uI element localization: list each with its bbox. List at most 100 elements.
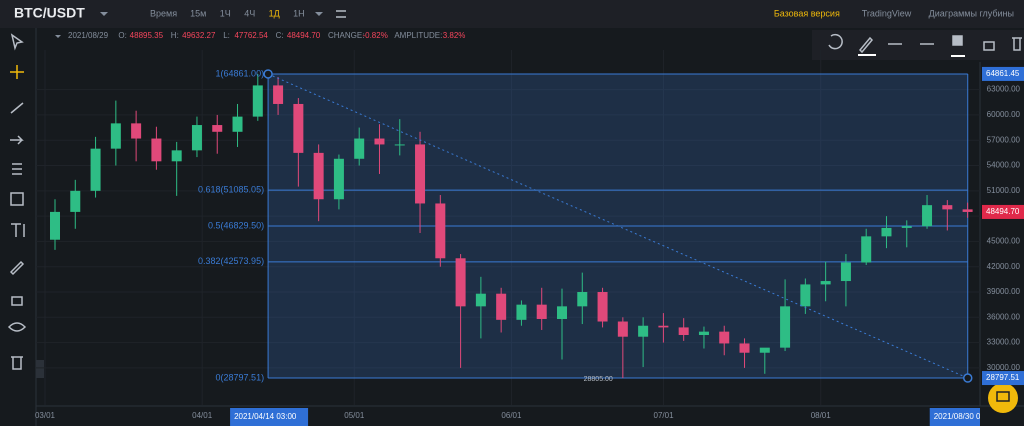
price-tag [982,371,1024,386]
candle-body [131,123,142,139]
x-tick-label: 07/01 [654,411,675,420]
chat-icon [996,391,1010,402]
fill-icon[interactable] [952,35,963,46]
top-bar [0,0,1024,28]
candle-body [70,190,81,212]
info-label: CHANGE: [328,31,364,40]
symbol-dropdown[interactable] [100,12,108,16]
candle-body [557,306,567,319]
candle-body [455,258,466,307]
arrow-tool[interactable] [10,135,24,145]
x-tick-label: 08/01 [811,411,832,420]
candle-body [475,293,486,307]
drawing-tools [828,33,1022,57]
candle-body [333,158,344,200]
interval-tab[interactable]: 1Д [269,8,280,18]
candle-body [577,292,588,307]
price-tag [982,204,1024,219]
price-tag-label: 28797.51 [986,373,1020,382]
y-tick-label: 45000.00 [987,237,1021,246]
y-tick-label: 63000.00 [987,85,1021,94]
candle-body [496,293,507,320]
lock-icon[interactable] [983,41,995,51]
cursor-tool[interactable] [10,33,24,51]
fib-handle[interactable] [263,69,273,79]
settings-icon[interactable] [336,10,346,18]
info-date: 2021/08/29 [68,31,109,40]
candle-body [678,327,689,336]
candle-body [617,321,628,337]
interval-tab[interactable]: 1Н [293,8,305,18]
candle-body [739,343,750,353]
visibility-tool[interactable] [7,322,27,332]
view-tab[interactable]: Диаграммы глубины [929,8,1014,18]
price-tag-label: 48494.70 [986,207,1020,216]
candle-body [252,85,263,117]
y-tick-label: 51000.00 [987,186,1021,195]
candle-body [536,304,547,319]
lock-tool[interactable] [11,296,23,306]
drawing-tools-panel [812,30,1024,60]
fib-label: 0.382(42573.95) [198,256,264,266]
candle-body [50,211,60,240]
fib-label: 0(28797.51) [216,372,265,382]
y-tick-label: 60000.00 [987,110,1021,119]
x-tick-label: 05/01 [344,411,365,420]
time-tag-label: 2021/08/30 03:00 [934,412,997,421]
candle-body [780,306,791,348]
info-label: C: [276,31,284,40]
trash-icon[interactable] [1012,37,1022,51]
symbol[interactable]: BTC/USDT [14,5,85,21]
candle-body [435,203,446,259]
fib-handle[interactable] [962,373,973,383]
time-tag [929,408,980,426]
candle-body [232,116,243,132]
view-tab[interactable]: TradingView [862,8,912,18]
shape-tool[interactable] [10,192,24,206]
collapse-toolbar[interactable] [36,360,44,378]
x-tick-label: 06/01 [501,411,522,420]
fib-label: 0.618(51085.05) [198,184,264,194]
candle-body [171,150,182,162]
info-label: L: [223,31,230,40]
candle-body [881,227,892,237]
interval-tab[interactable]: 15м [190,8,206,18]
chat-button[interactable] [988,383,1018,413]
price-tag-label: 64861.45 [986,69,1020,78]
info-value: 48494.70 [287,31,321,40]
candle-body [922,205,933,227]
delete-tool[interactable] [11,356,23,370]
candle-body [191,125,202,151]
candle-body [597,292,608,322]
candle-body [698,331,709,336]
interval-tab[interactable]: 4Ч [244,8,255,18]
candle-body [800,284,811,307]
edit-tool[interactable] [9,260,25,276]
fill-color [951,55,965,57]
candle-body [942,205,953,210]
view-tab[interactable]: Базовая версия [774,8,840,18]
interval-tab[interactable]: Время [150,8,177,18]
fib-trend [267,73,968,379]
info-value: 48895.35 [130,31,164,40]
candle-body [273,85,284,104]
crosshair-tool[interactable] [10,65,24,79]
reset-icon[interactable] [828,33,843,50]
interval-dropdown[interactable] [315,12,323,16]
candle-body [415,144,426,204]
candle-body [638,325,649,337]
y-tick-label: 42000.00 [987,262,1021,271]
fib-tool[interactable] [12,163,22,175]
line-tool[interactable] [10,102,24,114]
candle-body [516,304,527,320]
text-tool[interactable] [11,223,25,237]
candle-body [354,138,365,159]
candle-body [658,325,669,328]
interval-tab[interactable]: 1Ч [220,8,231,18]
y-tick-label: 54000.00 [987,161,1021,170]
candle-body [759,347,770,353]
pen-icon[interactable] [858,36,874,54]
candle-body [151,138,162,162]
y-tick-label: 33000.00 [987,338,1021,347]
